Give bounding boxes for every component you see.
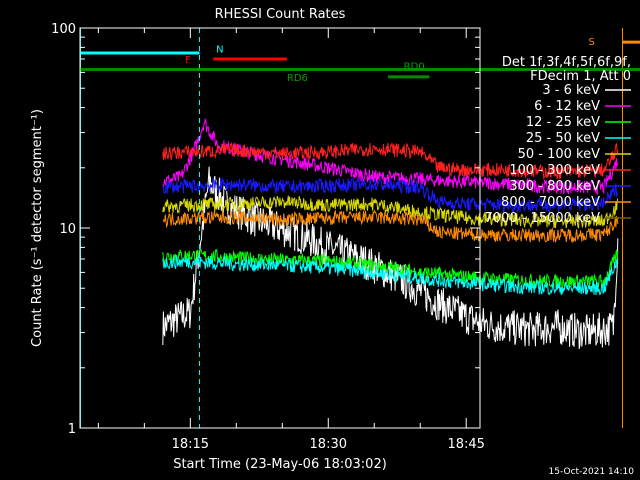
y-tick-label: 1	[68, 422, 76, 437]
legend-entry-label: 12 - 25 keV	[526, 115, 600, 130]
flag-label-s: S	[589, 37, 595, 48]
legend-entry-label: 3 - 6 keV	[542, 83, 600, 98]
legend-entry-label: 6 - 12 keV	[534, 99, 600, 114]
trace-50-100-kev	[162, 195, 619, 229]
trace-100-300-kev	[162, 141, 619, 180]
y-tick-label: 100	[51, 22, 76, 37]
trace-6-12-kev	[162, 118, 619, 196]
footer-timestamp: 15-Oct-2021 14:10	[549, 467, 635, 477]
x-axis: 18:15 18:30 18:45	[97, 28, 485, 452]
y-axis: 100 10 1	[51, 22, 480, 437]
legend-header-decim: FDecim 1, Att 0	[530, 69, 631, 84]
legend-entry-label: 300 - 800 keV	[509, 179, 600, 194]
flag-label-f: F	[185, 55, 191, 66]
legend-entry-label: 7000 - 15000 keV	[485, 211, 601, 226]
legend-entry-label: 50 - 100 keV	[518, 147, 601, 162]
legend: Det 1f,3f,4f,5f,6f,9f,FDecim 1, Att 03 -…	[485, 55, 631, 226]
chart-title: RHESSI Count Rates	[215, 7, 346, 22]
data-traces	[162, 118, 619, 349]
legend-entry-label: 25 - 50 keV	[526, 131, 600, 146]
y-tick-label: 10	[59, 222, 76, 237]
x-tick-label: 18:15	[172, 437, 209, 452]
trace-800-7000-kev	[162, 209, 619, 244]
flag-label-rd0: RD0	[404, 61, 425, 72]
x-tick-label: 18:45	[447, 437, 484, 452]
flag-label-rd6: RD6	[287, 73, 308, 84]
x-axis-label: Start Time (23-May-06 18:03:02)	[173, 457, 387, 472]
trace-300-800-kev	[162, 177, 619, 214]
trace-25-50-kev	[162, 255, 619, 296]
x-tick-label: 18:30	[310, 437, 347, 452]
legend-entry-label: 100 - 300 keV	[509, 163, 600, 178]
legend-entry-label: 800 - 7000 keV	[501, 195, 600, 210]
flag-label-n: N	[216, 44, 223, 55]
legend-header-detectors: Det 1f,3f,4f,5f,6f,9f,	[502, 55, 631, 70]
y-axis-label: Count Rate (s⁻¹ detector segment⁻¹)	[30, 109, 45, 347]
